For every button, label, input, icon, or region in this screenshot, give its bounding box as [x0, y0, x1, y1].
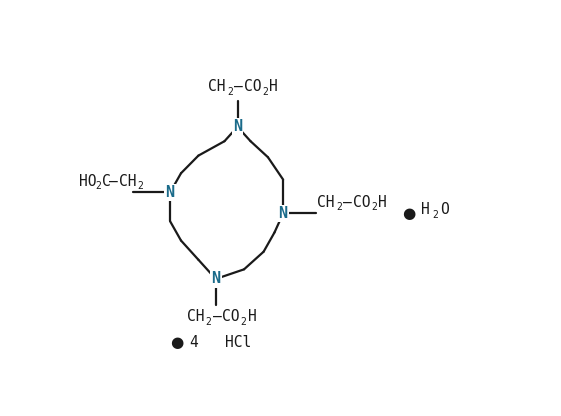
Text: N: N: [233, 119, 242, 134]
Text: —: —: [343, 195, 352, 210]
Text: N: N: [279, 206, 288, 221]
Text: ●: ●: [403, 206, 416, 221]
Text: H: H: [247, 309, 256, 324]
Text: 2: 2: [137, 181, 143, 191]
Text: HO: HO: [79, 174, 96, 189]
Text: N: N: [211, 272, 220, 287]
Text: 2: 2: [241, 317, 246, 327]
Text: —: —: [213, 309, 222, 324]
Text: 2: 2: [206, 317, 211, 327]
Text: CO: CO: [244, 79, 261, 94]
Text: 2: 2: [371, 202, 377, 212]
Text: O: O: [440, 202, 448, 217]
Text: 2: 2: [263, 87, 268, 97]
Text: 2: 2: [336, 202, 342, 212]
Text: H: H: [421, 202, 430, 217]
Text: 4   HCl: 4 HCl: [190, 334, 251, 349]
Text: ●: ●: [170, 334, 183, 349]
Text: CO: CO: [353, 195, 370, 210]
Text: 2: 2: [228, 87, 233, 97]
Text: CO: CO: [222, 309, 240, 324]
Text: CH: CH: [317, 195, 334, 210]
Text: H: H: [269, 79, 278, 94]
Text: CH: CH: [119, 174, 136, 189]
Text: N: N: [165, 185, 174, 200]
Text: CH: CH: [187, 309, 204, 324]
Text: 2: 2: [95, 181, 101, 191]
Text: C: C: [102, 174, 111, 189]
Text: CH: CH: [208, 79, 226, 94]
Text: H: H: [378, 195, 387, 210]
Text: —: —: [109, 174, 118, 189]
Text: —: —: [234, 79, 243, 94]
Text: 2: 2: [433, 210, 439, 220]
